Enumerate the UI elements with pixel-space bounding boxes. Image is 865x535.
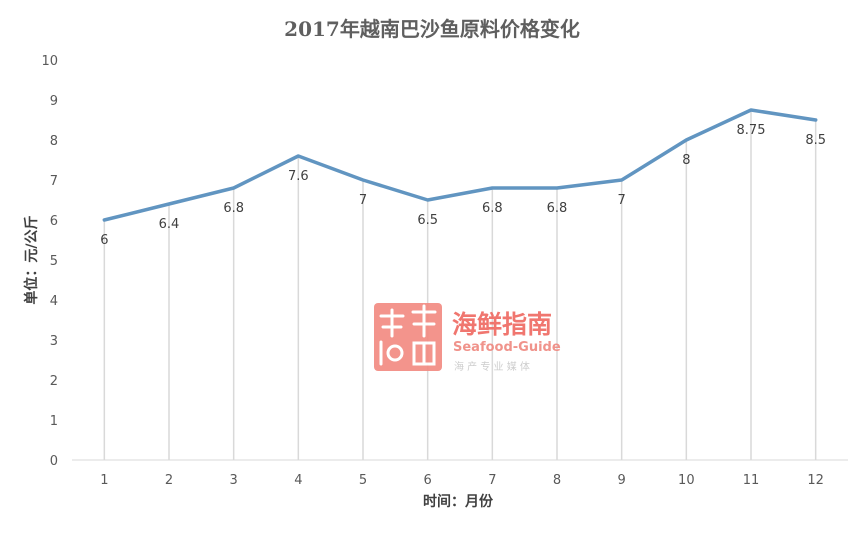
y-tick-label: 6 — [50, 214, 58, 229]
x-tick-label: 2 — [165, 473, 173, 488]
x-axis-title: 时间：月份 — [423, 493, 494, 510]
seal-glyph-icon — [379, 304, 437, 366]
drop-lines — [103, 110, 817, 460]
y-tick-label: 9 — [50, 94, 58, 109]
x-tick-label: 7 — [488, 473, 496, 488]
y-tick-label: 0 — [50, 454, 58, 469]
data-label: 6.8 — [547, 201, 568, 216]
data-label: 7 — [359, 193, 367, 208]
data-label: 6.8 — [223, 201, 244, 216]
data-label: 6.8 — [482, 201, 503, 216]
y-axis-ticks: 0 1 2 3 4 5 6 7 8 9 10 — [41, 54, 58, 469]
data-label: 8.5 — [805, 133, 826, 148]
x-tick-label: 5 — [359, 473, 367, 488]
x-axis-ticks: 1 2 3 4 5 6 7 8 9 10 11 12 — [100, 473, 824, 488]
logo-name-en: Seafood-Guide — [453, 340, 561, 355]
data-label: 6.5 — [417, 213, 438, 228]
y-tick-label: 8 — [50, 134, 58, 149]
x-tick-label: 6 — [424, 473, 432, 488]
chart-title: 2017年越南巴沙鱼原料价格变化 — [284, 17, 580, 41]
x-tick-label: 9 — [618, 473, 626, 488]
y-tick-label: 7 — [50, 174, 58, 189]
data-label: 8 — [682, 153, 690, 168]
x-tick-label: 12 — [807, 473, 824, 488]
y-tick-label: 10 — [41, 54, 58, 69]
y-tick-label: 5 — [50, 254, 58, 269]
x-tick-label: 1 — [100, 473, 108, 488]
logo-name-cn: 海鲜指南 — [452, 310, 552, 339]
data-label: 7.6 — [288, 169, 309, 184]
x-tick-label: 3 — [230, 473, 238, 488]
price-series-line — [102, 108, 818, 222]
x-tick-label: 4 — [294, 473, 302, 488]
x-tick-label: 11 — [743, 473, 760, 488]
y-tick-label: 4 — [50, 294, 58, 309]
logo-tagline: 海 产 专 业 媒 体 — [454, 360, 530, 373]
data-labels: 6 6.4 6.8 7.6 7 6.5 6.8 6.8 7 8 8.75 8.5 — [100, 123, 826, 248]
watermark-logo: 海鲜指南 Seafood-Guide 海 产 专 业 媒 体 — [374, 303, 561, 373]
y-tick-label: 2 — [50, 374, 58, 389]
y-axis-title: 单位：元/公斤 — [23, 215, 40, 304]
data-label: 8.75 — [737, 123, 766, 138]
data-label: 7 — [618, 193, 626, 208]
x-tick-label: 8 — [553, 473, 561, 488]
y-tick-label: 1 — [50, 414, 58, 429]
x-tick-label: 10 — [678, 473, 695, 488]
data-label: 6.4 — [159, 217, 180, 232]
data-label: 6 — [100, 233, 108, 248]
y-tick-label: 3 — [50, 334, 58, 349]
